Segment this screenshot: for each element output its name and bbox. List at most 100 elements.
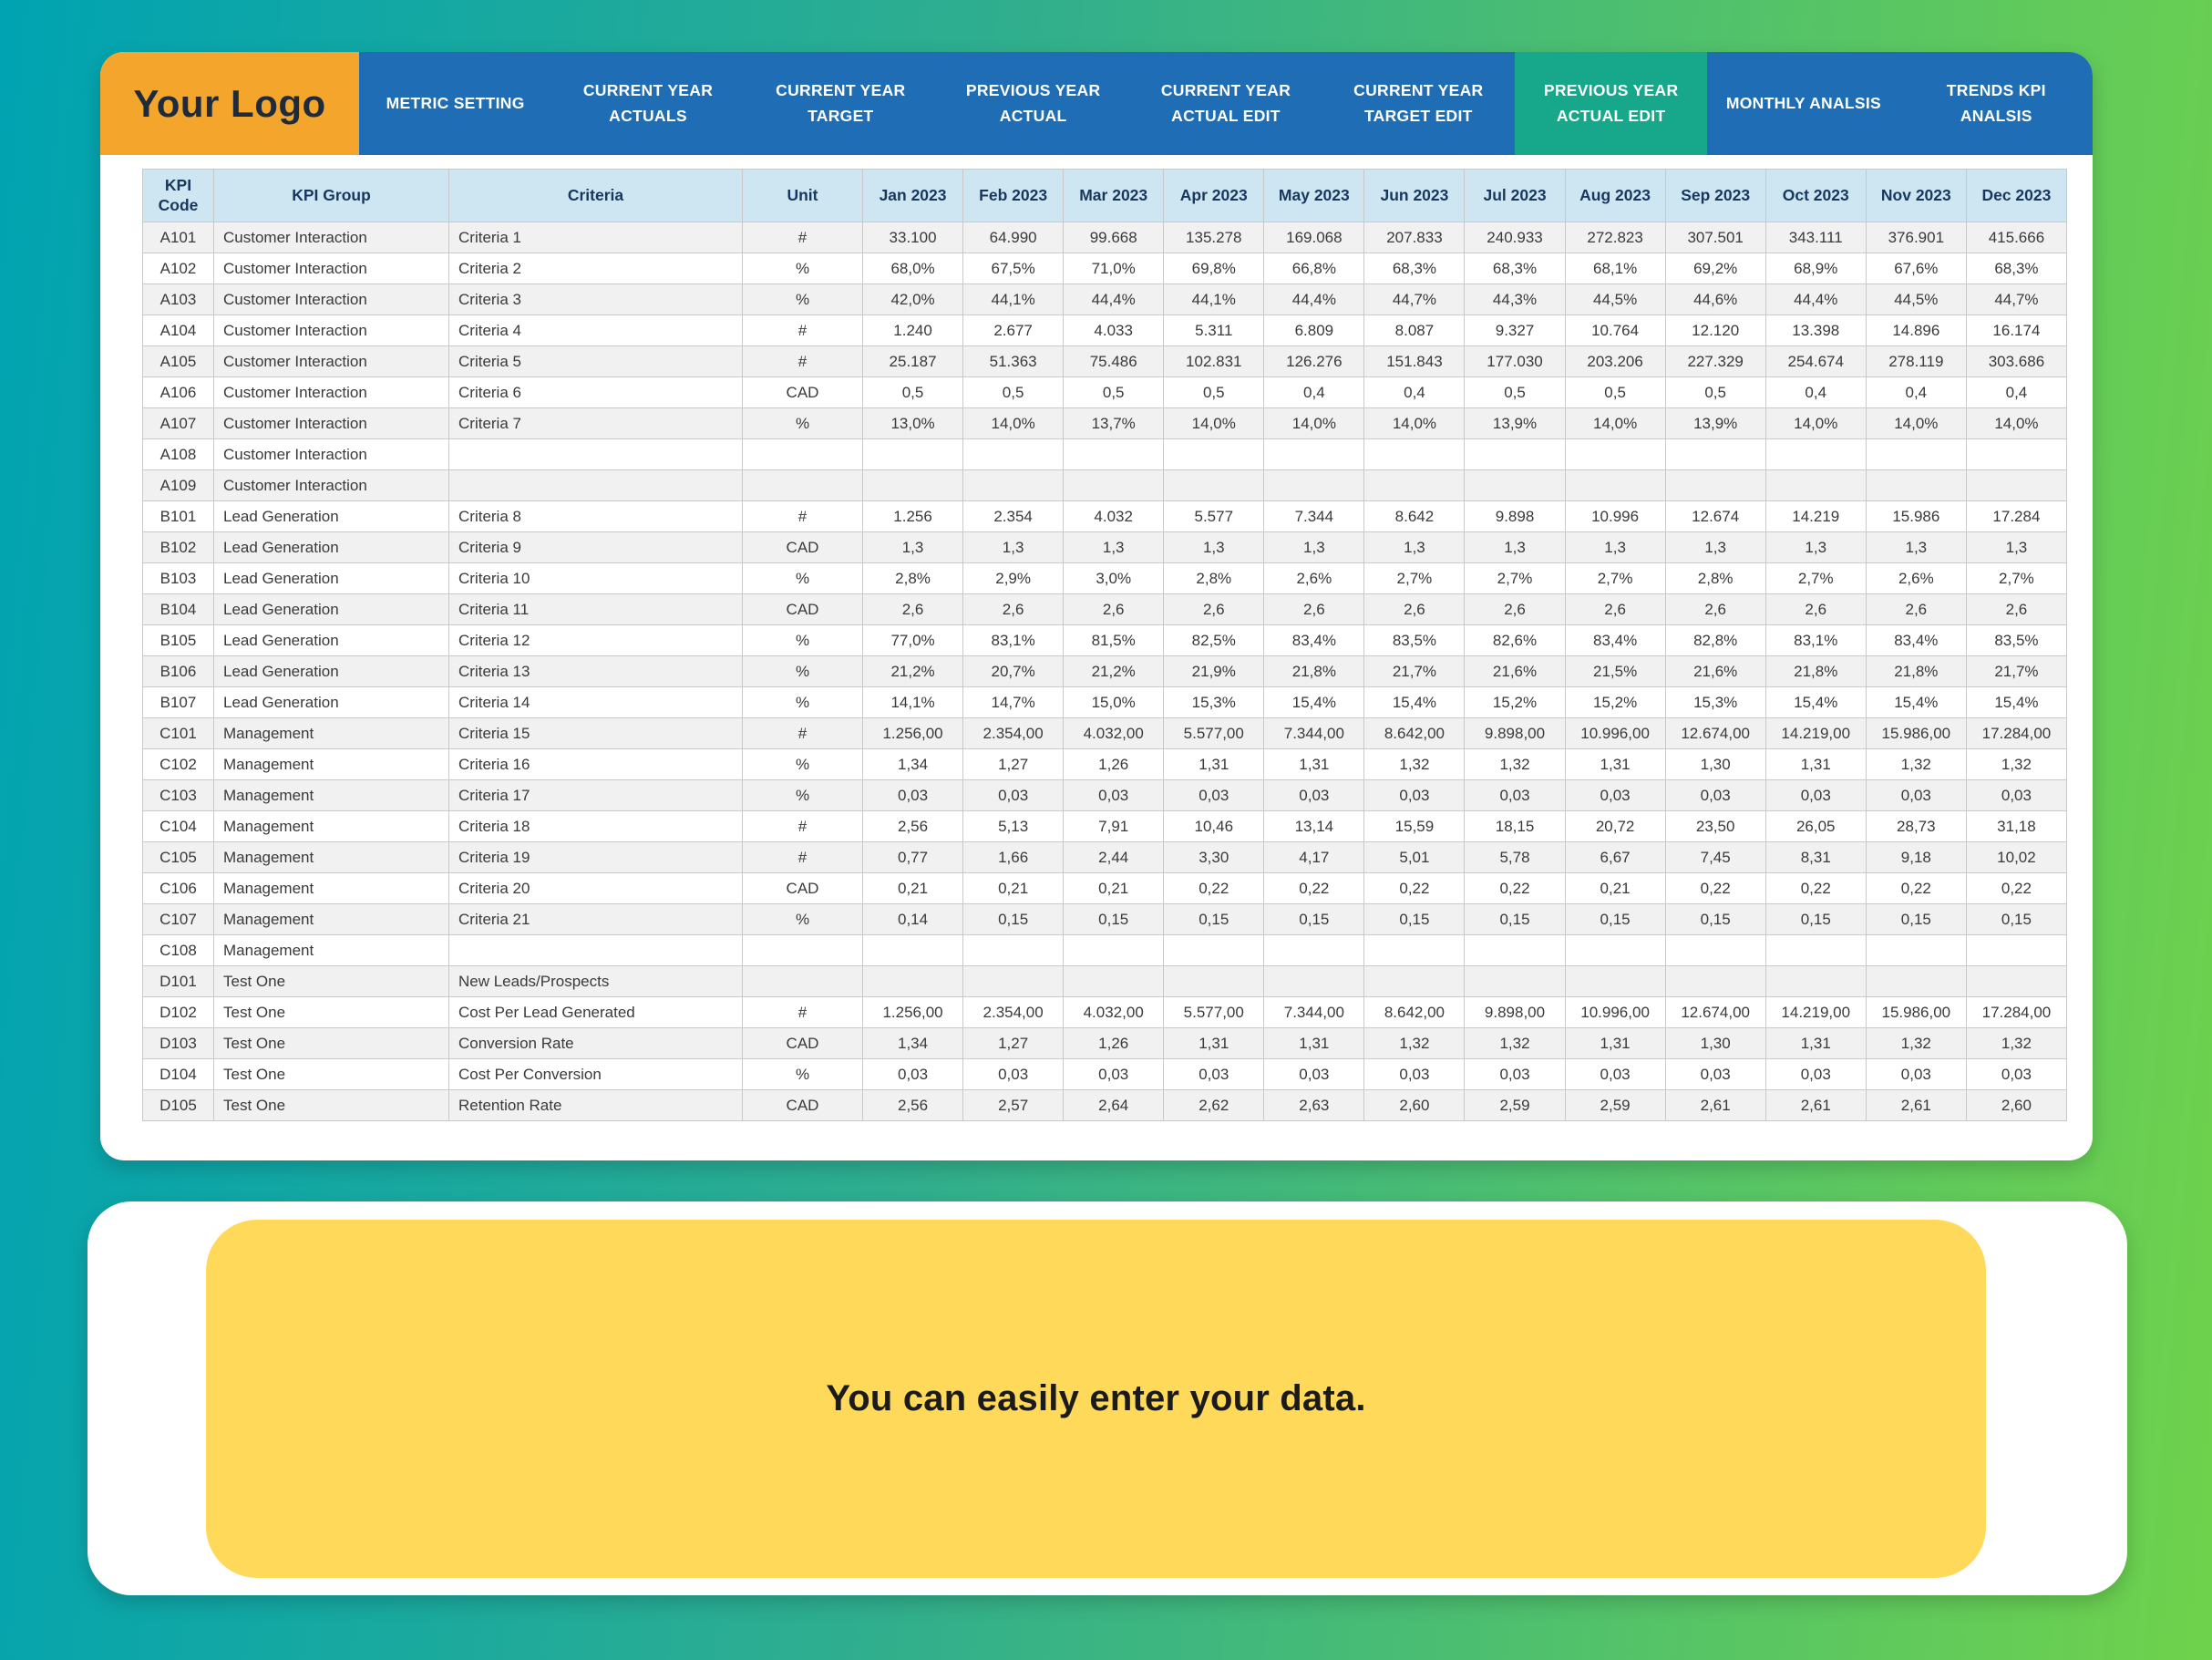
criteria-cell[interactable]: Criteria 21	[448, 903, 743, 935]
value-cell[interactable]: 1,3	[1664, 531, 1766, 563]
value-cell[interactable]: 7,91	[1063, 810, 1165, 842]
value-cell[interactable]: 28,73	[1865, 810, 1967, 842]
kpi-code-cell[interactable]: C108	[142, 934, 214, 966]
value-cell[interactable]: 0,5	[1664, 376, 1766, 408]
kpi-group-cell[interactable]: Customer Interaction	[213, 407, 449, 439]
value-cell[interactable]: 31,18	[1965, 810, 2068, 842]
value-cell[interactable]: 44,4%	[1764, 284, 1867, 315]
value-cell[interactable]: 10.764	[1564, 314, 1666, 346]
value-cell[interactable]: 207.833	[1363, 222, 1466, 253]
criteria-cell[interactable]: Criteria 11	[448, 593, 743, 625]
value-cell[interactable]: 13,7%	[1063, 407, 1165, 439]
value-cell[interactable]: 12.674,00	[1664, 996, 1766, 1028]
kpi-group-cell[interactable]: Test One	[213, 965, 449, 997]
value-cell[interactable]: 67,5%	[962, 253, 1065, 284]
criteria-cell[interactable]: Criteria 8	[448, 500, 743, 532]
value-cell[interactable]: 17.284,00	[1965, 996, 2068, 1028]
value-cell[interactable]: 203.206	[1564, 345, 1666, 377]
value-cell[interactable]: 15,2%	[1464, 686, 1566, 718]
value-cell[interactable]: 1,31	[1764, 748, 1867, 780]
value-cell[interactable]: 1,66	[962, 841, 1065, 873]
value-cell[interactable]: 7.344	[1263, 500, 1365, 532]
value-cell[interactable]: 0,5	[1063, 376, 1165, 408]
value-cell[interactable]: 0,03	[1564, 779, 1666, 811]
value-cell[interactable]: 0,15	[1464, 903, 1566, 935]
unit-cell[interactable]: #	[742, 810, 863, 842]
value-cell[interactable]	[1764, 934, 1867, 966]
value-cell[interactable]: 343.111	[1764, 222, 1867, 253]
criteria-cell[interactable]: Criteria 18	[448, 810, 743, 842]
value-cell[interactable]: 9,18	[1865, 841, 1967, 873]
value-cell[interactable]: 2.354,00	[962, 996, 1065, 1028]
value-cell[interactable]: 44,7%	[1363, 284, 1466, 315]
value-cell[interactable]: 2,6	[1363, 593, 1466, 625]
value-cell[interactable]	[1163, 469, 1265, 501]
criteria-cell[interactable]: Criteria 12	[448, 624, 743, 656]
kpi-group-cell[interactable]: Test One	[213, 996, 449, 1028]
value-cell[interactable]: 0,21	[861, 872, 964, 904]
value-cell[interactable]	[1363, 965, 1466, 997]
kpi-group-cell[interactable]: Customer Interaction	[213, 284, 449, 315]
criteria-cell[interactable]: Criteria 5	[448, 345, 743, 377]
criteria-cell[interactable]	[448, 469, 743, 501]
kpi-code-cell[interactable]: B101	[142, 500, 214, 532]
value-cell[interactable]: 23,50	[1664, 810, 1766, 842]
value-cell[interactable]: 17.284	[1965, 500, 2068, 532]
value-cell[interactable]: 0,22	[1163, 872, 1265, 904]
value-cell[interactable]: 1,3	[1965, 531, 2068, 563]
kpi-code-cell[interactable]: B102	[142, 531, 214, 563]
value-cell[interactable]	[1965, 934, 2068, 966]
value-cell[interactable]: 2,63	[1263, 1089, 1365, 1121]
value-cell[interactable]: 21,2%	[1063, 655, 1165, 687]
value-cell[interactable]: 10.996,00	[1564, 717, 1666, 749]
value-cell[interactable]: 2,62	[1163, 1089, 1265, 1121]
value-cell[interactable]: 2,57	[962, 1089, 1065, 1121]
value-cell[interactable]: 10.996	[1564, 500, 1666, 532]
unit-cell[interactable]: %	[742, 655, 863, 687]
value-cell[interactable]: 15,0%	[1063, 686, 1165, 718]
kpi-group-cell[interactable]: Lead Generation	[213, 531, 449, 563]
value-cell[interactable]: 2,7%	[1564, 562, 1666, 594]
value-cell[interactable]: 15,59	[1363, 810, 1466, 842]
value-cell[interactable]: 2,6	[962, 593, 1065, 625]
criteria-cell[interactable]: Criteria 19	[448, 841, 743, 873]
criteria-cell[interactable]: Criteria 3	[448, 284, 743, 315]
value-cell[interactable]: 1.256,00	[861, 996, 964, 1028]
unit-cell[interactable]: %	[742, 748, 863, 780]
value-cell[interactable]: 376.901	[1865, 222, 1967, 253]
kpi-group-cell[interactable]: Lead Generation	[213, 593, 449, 625]
value-cell[interactable]: 0,15	[1764, 903, 1867, 935]
value-cell[interactable]: 2,56	[861, 810, 964, 842]
value-cell[interactable]	[1965, 965, 2068, 997]
value-cell[interactable]: 0,03	[1965, 1058, 2068, 1090]
value-cell[interactable]: 3,30	[1163, 841, 1265, 873]
value-cell[interactable]: 2,6	[1063, 593, 1165, 625]
value-cell[interactable]: 14,0%	[962, 407, 1065, 439]
value-cell[interactable]: 5,13	[962, 810, 1065, 842]
value-cell[interactable]: 0,14	[861, 903, 964, 935]
value-cell[interactable]: 0,15	[1363, 903, 1466, 935]
value-cell[interactable]: 2,61	[1664, 1089, 1766, 1121]
unit-cell[interactable]: #	[742, 345, 863, 377]
value-cell[interactable]: 14.219,00	[1764, 996, 1867, 1028]
value-cell[interactable]: 1,32	[1965, 1027, 2068, 1059]
criteria-cell[interactable]: Criteria 6	[448, 376, 743, 408]
value-cell[interactable]: 2,61	[1764, 1089, 1867, 1121]
value-cell[interactable]: 8,31	[1764, 841, 1867, 873]
value-cell[interactable]: 1,31	[1764, 1027, 1867, 1059]
value-cell[interactable]	[1163, 438, 1265, 470]
value-cell[interactable]: 83,4%	[1564, 624, 1666, 656]
kpi-group-cell[interactable]: Lead Generation	[213, 500, 449, 532]
value-cell[interactable]: 14.219	[1764, 500, 1867, 532]
value-cell[interactable]: 0,77	[861, 841, 964, 873]
unit-cell[interactable]: %	[742, 779, 863, 811]
kpi-code-cell[interactable]: A101	[142, 222, 214, 253]
value-cell[interactable]: 102.831	[1163, 345, 1265, 377]
kpi-code-cell[interactable]: B103	[142, 562, 214, 594]
value-cell[interactable]: 15.986	[1865, 500, 1967, 532]
value-cell[interactable]: 21,8%	[1764, 655, 1867, 687]
kpi-group-cell[interactable]: Management	[213, 934, 449, 966]
kpi-code-cell[interactable]: A103	[142, 284, 214, 315]
value-cell[interactable]: 68,9%	[1764, 253, 1867, 284]
value-cell[interactable]: 2,7%	[1464, 562, 1566, 594]
